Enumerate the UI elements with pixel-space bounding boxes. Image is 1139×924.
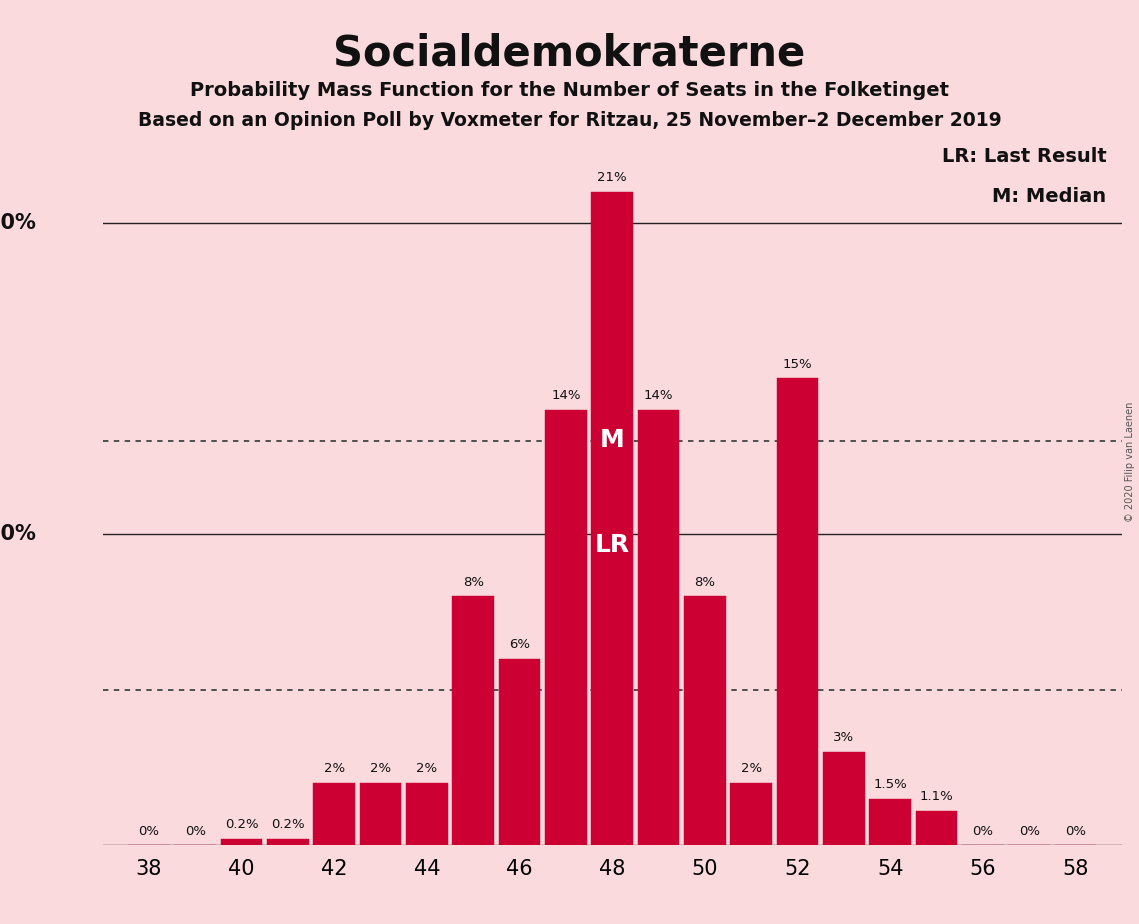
- Text: 0%: 0%: [185, 825, 206, 838]
- Text: M: Median: M: Median: [992, 187, 1107, 206]
- Bar: [452, 596, 494, 845]
- Bar: [685, 596, 726, 845]
- Text: © 2020 Filip van Laenen: © 2020 Filip van Laenen: [1125, 402, 1134, 522]
- Text: 21%: 21%: [597, 171, 628, 184]
- Text: 8%: 8%: [462, 576, 484, 589]
- Bar: [869, 798, 911, 845]
- Text: 2%: 2%: [323, 762, 345, 775]
- Bar: [360, 784, 401, 845]
- Bar: [823, 752, 865, 845]
- Text: Socialdemokraterne: Socialdemokraterne: [334, 32, 805, 74]
- Text: 20%: 20%: [0, 213, 36, 233]
- Bar: [499, 659, 540, 845]
- Bar: [546, 409, 587, 845]
- Text: 0.2%: 0.2%: [224, 819, 259, 832]
- Bar: [638, 409, 679, 845]
- Text: 3%: 3%: [834, 731, 854, 744]
- Text: LR: Last Result: LR: Last Result: [942, 147, 1107, 166]
- Text: 15%: 15%: [782, 358, 812, 371]
- Text: 0%: 0%: [973, 825, 993, 838]
- Text: 1.5%: 1.5%: [874, 778, 907, 791]
- Text: 2%: 2%: [370, 762, 391, 775]
- Bar: [916, 811, 958, 845]
- Text: 14%: 14%: [644, 389, 673, 402]
- Text: 10%: 10%: [0, 524, 36, 544]
- Text: 1.1%: 1.1%: [919, 790, 953, 804]
- Bar: [267, 839, 309, 845]
- Bar: [730, 784, 772, 845]
- Bar: [591, 191, 633, 845]
- Text: 14%: 14%: [551, 389, 581, 402]
- Bar: [221, 839, 262, 845]
- Text: Based on an Opinion Poll by Voxmeter for Ritzau, 25 November–2 December 2019: Based on an Opinion Poll by Voxmeter for…: [138, 111, 1001, 130]
- Text: 0%: 0%: [1065, 825, 1087, 838]
- Text: LR: LR: [595, 533, 630, 556]
- Text: Probability Mass Function for the Number of Seats in the Folketinget: Probability Mass Function for the Number…: [190, 81, 949, 101]
- Text: 8%: 8%: [695, 576, 715, 589]
- Bar: [405, 784, 448, 845]
- Text: 0%: 0%: [138, 825, 159, 838]
- Bar: [313, 784, 355, 845]
- Text: 6%: 6%: [509, 638, 530, 650]
- Bar: [777, 379, 819, 845]
- Text: 0.2%: 0.2%: [271, 819, 304, 832]
- Text: 2%: 2%: [416, 762, 437, 775]
- Text: 0%: 0%: [1018, 825, 1040, 838]
- Text: M: M: [600, 428, 624, 452]
- Text: 2%: 2%: [740, 762, 762, 775]
